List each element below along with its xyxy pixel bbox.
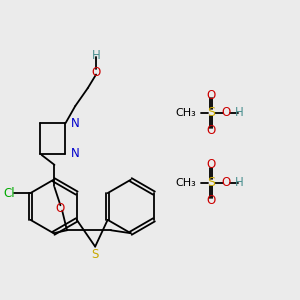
Text: Cl: Cl	[3, 187, 15, 200]
Text: S: S	[92, 248, 99, 260]
Text: O: O	[206, 88, 216, 101]
Text: O: O	[221, 106, 230, 119]
Text: O: O	[206, 124, 216, 137]
Text: N: N	[71, 147, 80, 160]
Text: O: O	[56, 202, 65, 215]
Text: H: H	[235, 176, 244, 189]
Text: S: S	[207, 176, 215, 189]
Text: CH₃: CH₃	[176, 178, 196, 188]
Text: S: S	[207, 106, 215, 119]
Text: N: N	[71, 117, 80, 130]
Text: O: O	[92, 66, 101, 79]
Text: O: O	[221, 176, 230, 189]
Text: CH₃: CH₃	[176, 108, 196, 118]
Text: O: O	[206, 194, 216, 207]
Text: H: H	[235, 106, 244, 119]
Text: H: H	[92, 49, 100, 62]
Text: O: O	[206, 158, 216, 171]
